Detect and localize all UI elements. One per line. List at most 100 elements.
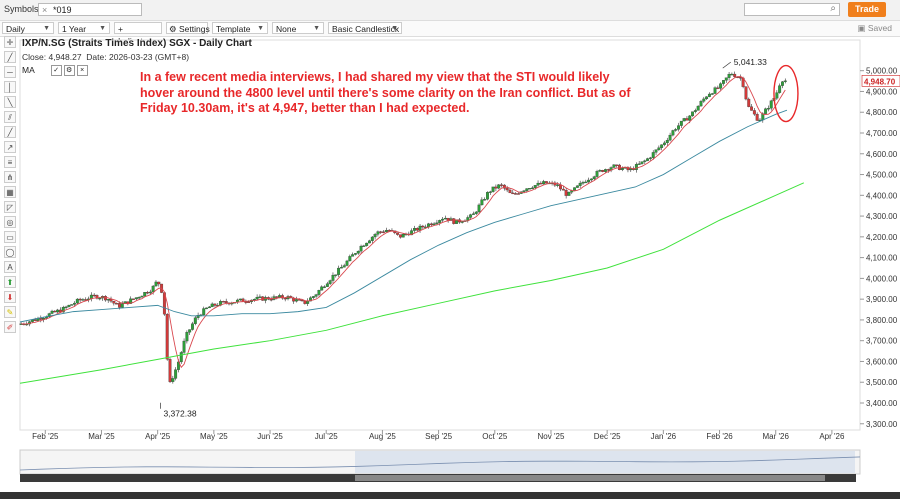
candle[interactable] <box>469 214 473 218</box>
candle[interactable] <box>438 220 442 223</box>
candle[interactable] <box>702 98 706 102</box>
candle[interactable] <box>612 164 616 168</box>
candle[interactable] <box>112 301 116 304</box>
candle[interactable] <box>317 290 321 295</box>
candle[interactable] <box>668 134 672 141</box>
candle[interactable] <box>441 218 444 221</box>
candle[interactable] <box>505 188 509 191</box>
candle[interactable] <box>696 105 700 111</box>
candle[interactable] <box>210 303 214 308</box>
candle[interactable] <box>660 144 664 148</box>
candle[interactable] <box>665 139 669 144</box>
candle[interactable] <box>522 190 526 192</box>
candle[interactable] <box>421 225 425 228</box>
candle[interactable] <box>724 77 728 81</box>
candle[interactable] <box>396 232 400 235</box>
candle[interactable] <box>679 120 683 126</box>
candle[interactable] <box>508 189 512 194</box>
candle[interactable] <box>528 188 532 190</box>
candle[interactable] <box>657 147 661 150</box>
candle[interactable] <box>75 298 79 304</box>
candle[interactable] <box>418 225 422 231</box>
candle[interactable] <box>401 233 405 238</box>
candle[interactable] <box>247 301 251 303</box>
candle[interactable] <box>148 291 152 294</box>
candle[interactable] <box>474 211 478 214</box>
candle[interactable] <box>699 101 703 107</box>
candle[interactable] <box>224 301 228 304</box>
channel-tool-icon[interactable]: ⫽ <box>4 111 16 123</box>
candle[interactable] <box>309 297 312 302</box>
candle[interactable] <box>471 213 475 215</box>
clear-icon[interactable]: × <box>42 5 48 15</box>
candle[interactable] <box>677 125 680 130</box>
candle[interactable] <box>56 309 60 313</box>
candle[interactable] <box>663 142 666 145</box>
candle[interactable] <box>185 332 189 342</box>
candle[interactable] <box>387 230 391 232</box>
settings-button[interactable]: ⚙ Settings <box>166 22 210 34</box>
candle[interactable] <box>412 228 416 231</box>
candle[interactable] <box>331 274 335 281</box>
fib-tool-icon[interactable]: ≡ <box>4 156 16 168</box>
candle[interactable] <box>154 281 158 287</box>
candle[interactable] <box>643 160 647 162</box>
candle[interactable] <box>730 73 734 76</box>
candle[interactable] <box>171 378 175 382</box>
candle[interactable] <box>191 323 194 330</box>
candle[interactable] <box>483 199 487 201</box>
candle[interactable] <box>143 292 147 297</box>
candle[interactable] <box>337 267 341 275</box>
up-arrow-icon[interactable]: ⬆ <box>4 276 16 288</box>
candle[interactable] <box>410 230 414 236</box>
symbol-input[interactable]: × *019 <box>38 3 142 16</box>
candle[interactable] <box>269 299 273 301</box>
candle[interactable] <box>300 299 304 302</box>
candle[interactable] <box>598 170 602 172</box>
candle[interactable] <box>432 223 436 226</box>
candle[interactable] <box>365 242 369 246</box>
candle[interactable] <box>103 296 107 301</box>
candle[interactable] <box>494 186 498 189</box>
navigator-window[interactable] <box>355 451 855 473</box>
candle[interactable] <box>671 130 675 136</box>
candle[interactable] <box>182 340 186 353</box>
candle[interactable] <box>713 87 717 94</box>
candle[interactable] <box>716 87 720 89</box>
candle[interactable] <box>342 265 346 268</box>
candle[interactable] <box>775 92 779 99</box>
candle[interactable] <box>514 193 518 195</box>
candle[interactable] <box>95 295 99 299</box>
candle[interactable] <box>778 85 782 93</box>
gann-tool-icon[interactable]: ▦ <box>4 186 16 198</box>
candle[interactable] <box>73 302 76 305</box>
candle[interactable] <box>648 157 652 159</box>
candle[interactable] <box>601 170 605 172</box>
candle[interactable] <box>415 228 419 231</box>
candle[interactable] <box>115 303 119 305</box>
candle[interactable] <box>140 295 144 298</box>
candle[interactable] <box>691 111 695 117</box>
candle[interactable] <box>747 98 751 107</box>
horizontal-line-icon[interactable]: ─ <box>4 66 16 78</box>
candle[interactable] <box>589 178 593 181</box>
candle[interactable] <box>733 73 737 77</box>
candle[interactable] <box>584 181 588 184</box>
candle[interactable] <box>359 245 363 252</box>
candle[interactable] <box>120 303 124 308</box>
candle[interactable] <box>283 297 287 300</box>
candle[interactable] <box>693 110 697 112</box>
template-select[interactable]: Template ▼ <box>212 22 268 34</box>
candle[interactable] <box>556 184 560 186</box>
candle[interactable] <box>640 161 644 164</box>
candle[interactable] <box>486 192 489 200</box>
candle[interactable] <box>132 298 135 300</box>
trend-tool-icon[interactable]: ╱ <box>4 126 16 138</box>
candle[interactable] <box>303 300 307 304</box>
candle[interactable] <box>207 306 211 309</box>
candle[interactable] <box>213 303 217 306</box>
candle[interactable] <box>750 106 754 111</box>
candle[interactable] <box>179 352 183 363</box>
candle[interactable] <box>174 369 178 379</box>
